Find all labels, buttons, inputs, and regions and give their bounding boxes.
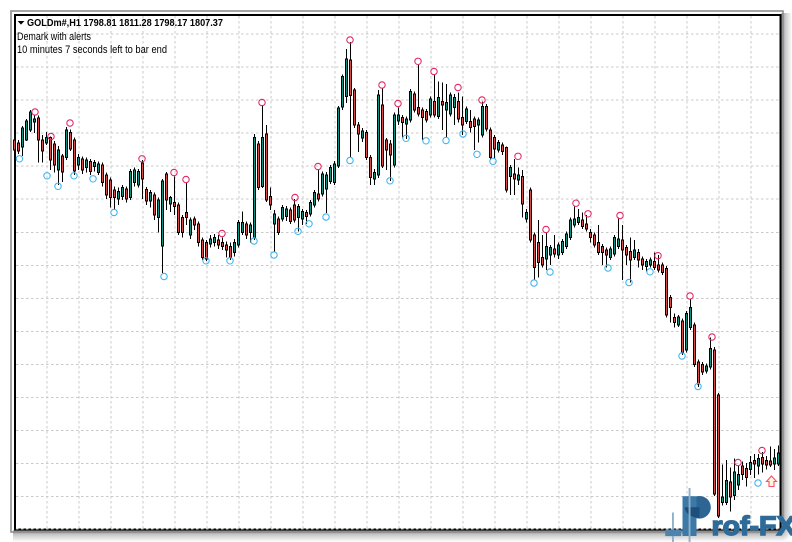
- svg-text:Demark with alerts: Demark with alerts: [17, 31, 91, 43]
- svg-text:GOLDm#,H1 1798.81 1811.28 179: GOLDm#,H1 1798.81 1811.28 1798.17 1807.3…: [27, 18, 223, 29]
- svg-text:10 minutes 7 seconds left to b: 10 minutes 7 seconds left to bar end: [17, 44, 167, 56]
- svg-text:rof-FX: rof-FX: [712, 511, 792, 541]
